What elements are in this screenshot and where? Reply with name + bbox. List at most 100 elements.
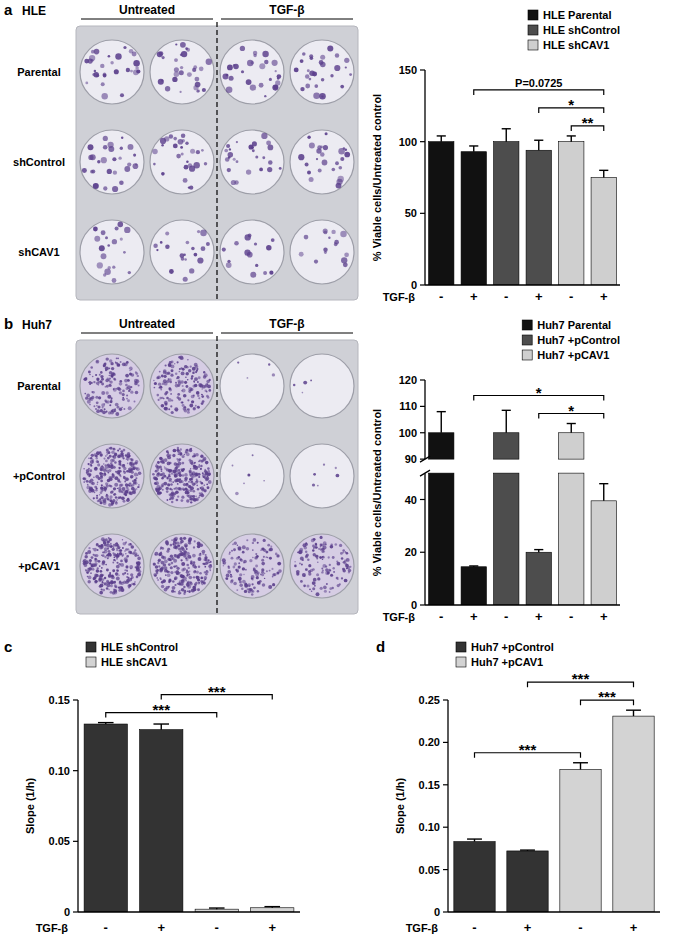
colony	[203, 580, 205, 582]
colony	[97, 379, 100, 382]
colony	[186, 558, 189, 561]
colony	[245, 234, 251, 240]
well-rim	[80, 220, 144, 284]
colony	[115, 53, 121, 59]
colony	[200, 455, 203, 458]
colony	[98, 577, 102, 581]
colony	[122, 398, 125, 401]
colony	[173, 545, 177, 549]
colony	[270, 546, 272, 548]
colony	[95, 475, 99, 479]
colony	[168, 480, 170, 482]
colony	[129, 370, 130, 371]
colony	[247, 252, 253, 258]
colony	[85, 81, 88, 84]
colony	[189, 581, 192, 584]
colony	[103, 574, 104, 575]
colony	[269, 271, 273, 275]
colony	[125, 384, 128, 387]
colony	[136, 562, 140, 566]
colony	[180, 253, 185, 258]
colony	[198, 464, 200, 466]
colony	[181, 401, 183, 403]
colony	[116, 357, 118, 359]
colony	[310, 380, 312, 382]
colony	[253, 586, 256, 589]
colony	[116, 565, 120, 569]
colony	[139, 566, 141, 568]
colony	[187, 379, 189, 381]
colony	[202, 472, 204, 474]
colony	[231, 550, 233, 552]
colony	[247, 474, 250, 477]
colony	[126, 458, 128, 460]
colony	[89, 374, 90, 375]
colony	[177, 545, 180, 548]
colony	[158, 383, 161, 386]
colony	[193, 467, 195, 469]
colony	[126, 394, 128, 396]
colony	[275, 553, 278, 556]
colony	[161, 547, 164, 550]
colony	[164, 566, 168, 570]
colony	[196, 571, 199, 574]
colony	[117, 570, 119, 572]
colony	[128, 584, 131, 587]
colony	[131, 487, 135, 491]
colony	[164, 136, 169, 141]
colony	[157, 472, 160, 475]
colony	[230, 575, 233, 578]
colony	[152, 473, 155, 476]
well-rim	[220, 220, 284, 284]
colony	[173, 143, 178, 148]
colony	[193, 588, 196, 591]
colony	[132, 480, 134, 482]
colony	[177, 572, 180, 575]
colony	[186, 570, 189, 573]
colony	[319, 556, 322, 559]
colony	[89, 404, 91, 406]
colony	[93, 227, 98, 232]
colony	[98, 384, 100, 386]
colony	[130, 475, 134, 479]
colony	[110, 491, 113, 494]
colony	[128, 468, 129, 469]
colony	[275, 70, 277, 72]
colony	[155, 465, 158, 468]
colony	[159, 577, 161, 579]
colony	[304, 235, 309, 240]
colony	[128, 271, 131, 274]
colony	[167, 483, 170, 486]
colony	[109, 477, 113, 481]
colony	[163, 462, 165, 464]
colony	[94, 70, 97, 73]
colony	[184, 258, 187, 261]
colony	[187, 408, 189, 410]
colony	[115, 572, 119, 576]
colony	[125, 374, 129, 378]
colony	[193, 474, 196, 477]
colony	[172, 77, 177, 82]
colony	[91, 50, 95, 54]
well	[80, 444, 144, 508]
colony	[197, 395, 199, 397]
colony	[137, 561, 141, 565]
colony	[201, 577, 203, 579]
colony	[333, 571, 335, 573]
colony	[234, 241, 239, 246]
colony	[201, 577, 204, 580]
colony	[134, 473, 138, 477]
colony	[101, 382, 104, 385]
colony	[96, 405, 98, 407]
colony	[101, 378, 104, 381]
colony	[112, 373, 115, 376]
colony	[114, 559, 116, 561]
colony	[197, 257, 203, 263]
colony	[206, 395, 209, 398]
colony	[94, 236, 100, 242]
colony	[313, 578, 317, 582]
colony	[232, 465, 234, 467]
colony	[246, 539, 248, 541]
colony	[176, 449, 179, 452]
colony	[312, 549, 315, 552]
